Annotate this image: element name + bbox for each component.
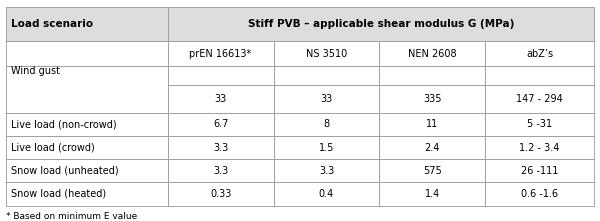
- Text: Snow load (heated): Snow load (heated): [11, 189, 106, 199]
- Bar: [274, 85, 379, 113]
- Bar: [168, 159, 274, 182]
- Bar: [379, 85, 485, 113]
- Bar: [274, 66, 379, 85]
- Text: 575: 575: [423, 166, 442, 176]
- Bar: [379, 182, 485, 206]
- Bar: [168, 85, 274, 113]
- Text: * Based on minimum E value: * Based on minimum E value: [6, 212, 137, 221]
- Text: 8: 8: [323, 119, 329, 129]
- Bar: [6, 136, 168, 159]
- Bar: [6, 182, 168, 206]
- Text: 1.5: 1.5: [319, 143, 334, 152]
- Text: NS 3510: NS 3510: [306, 49, 347, 59]
- Bar: [274, 113, 379, 136]
- Bar: [485, 159, 594, 182]
- Text: abZ’s: abZ’s: [526, 49, 553, 59]
- Text: Stiff PVB – applicable shear modulus G (MPa): Stiff PVB – applicable shear modulus G (…: [248, 19, 514, 29]
- Bar: [168, 41, 274, 66]
- Text: 3.3: 3.3: [213, 166, 228, 176]
- Text: 335: 335: [423, 94, 442, 104]
- Text: Live load (non-crowd): Live load (non-crowd): [11, 119, 116, 129]
- Bar: [379, 113, 485, 136]
- Text: 33: 33: [214, 94, 227, 104]
- Text: 33: 33: [320, 94, 332, 104]
- Text: 2.4: 2.4: [425, 143, 440, 152]
- Bar: [168, 182, 274, 206]
- Bar: [485, 66, 594, 85]
- Text: Wind gust: Wind gust: [11, 66, 60, 76]
- Text: 0.4: 0.4: [319, 189, 334, 199]
- Bar: [274, 136, 379, 159]
- Bar: [485, 41, 594, 66]
- Bar: [6, 159, 168, 182]
- Bar: [168, 136, 274, 159]
- Bar: [168, 7, 594, 41]
- Bar: [379, 136, 485, 159]
- Text: Load scenario: Load scenario: [11, 19, 93, 29]
- Text: 11: 11: [426, 119, 439, 129]
- Text: 147 - 294: 147 - 294: [516, 94, 563, 104]
- Text: 6.7: 6.7: [213, 119, 229, 129]
- Bar: [379, 41, 485, 66]
- Text: 0.6 -1.6: 0.6 -1.6: [521, 189, 558, 199]
- Bar: [6, 66, 168, 113]
- Bar: [485, 136, 594, 159]
- Bar: [379, 66, 485, 85]
- Bar: [379, 159, 485, 182]
- Bar: [274, 41, 379, 66]
- Text: NEN 2608: NEN 2608: [408, 49, 457, 59]
- Text: prEN 16613*: prEN 16613*: [190, 49, 252, 59]
- Bar: [168, 66, 274, 85]
- Bar: [6, 113, 168, 136]
- Text: 3.3: 3.3: [319, 166, 334, 176]
- Bar: [6, 7, 168, 41]
- Text: 26 -111: 26 -111: [521, 166, 558, 176]
- Text: 1.2 - 3.4: 1.2 - 3.4: [520, 143, 560, 152]
- Bar: [274, 159, 379, 182]
- Bar: [485, 85, 594, 113]
- Bar: [274, 182, 379, 206]
- Bar: [485, 182, 594, 206]
- Bar: [6, 41, 168, 66]
- Text: 1.4: 1.4: [425, 189, 440, 199]
- Text: Snow load (unheated): Snow load (unheated): [11, 166, 118, 176]
- Text: 3.3: 3.3: [213, 143, 228, 152]
- Text: 0.33: 0.33: [210, 189, 232, 199]
- Text: Live load (crowd): Live load (crowd): [11, 143, 95, 152]
- Text: 5 -31: 5 -31: [527, 119, 552, 129]
- Bar: [168, 113, 274, 136]
- Bar: [485, 113, 594, 136]
